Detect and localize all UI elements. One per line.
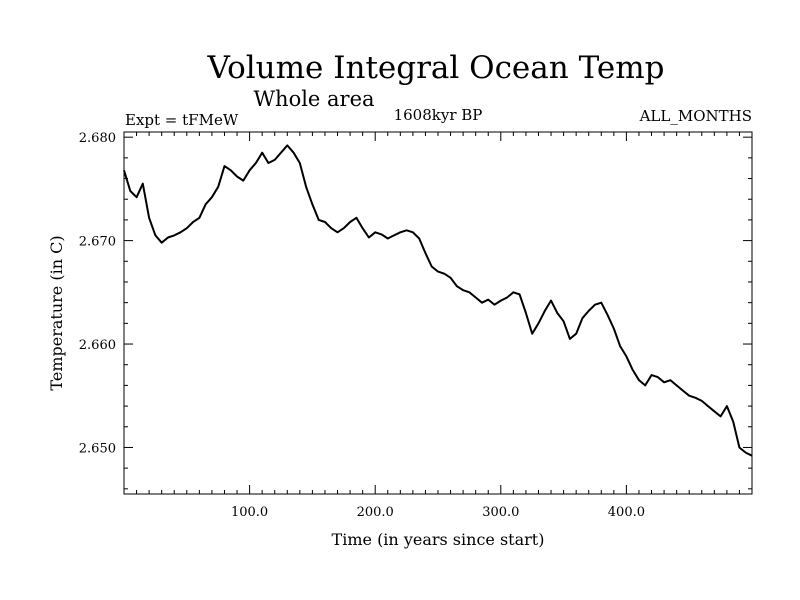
chart-title: Volume Integral Ocean Temp <box>207 50 665 86</box>
x-tick-label: 300.0 <box>482 505 519 520</box>
x-tick-label: 200.0 <box>357 505 394 520</box>
y-tick-label: 2.680 <box>79 131 116 146</box>
chart-subtitle: Whole area <box>253 87 374 111</box>
y-axis-label: Temperature (in C) <box>47 235 66 390</box>
y-tick-label: 2.670 <box>79 235 116 250</box>
y-tick-label: 2.660 <box>79 338 116 353</box>
y-tick-label: 2.650 <box>79 441 116 456</box>
x-axis-label: Time (in years since start) <box>332 530 545 549</box>
experiment-label: Expt = tFMeW <box>125 111 239 129</box>
period-label: 1608kyr BP <box>394 106 483 124</box>
x-tick-label: 400.0 <box>608 505 645 520</box>
months-label: ALL_MONTHS <box>639 107 752 125</box>
plot-area: 100.0 200.0 300.0 400.0 2.650 2.660 2.670 2.680 <box>79 131 753 520</box>
axis-ticks: 100.0 200.0 300.0 400.0 2.650 2.660 2.670 2.680 <box>79 131 752 520</box>
plot-frame <box>123 131 753 495</box>
series-line <box>123 144 753 457</box>
x-tick-label: 100.0 <box>231 505 268 520</box>
